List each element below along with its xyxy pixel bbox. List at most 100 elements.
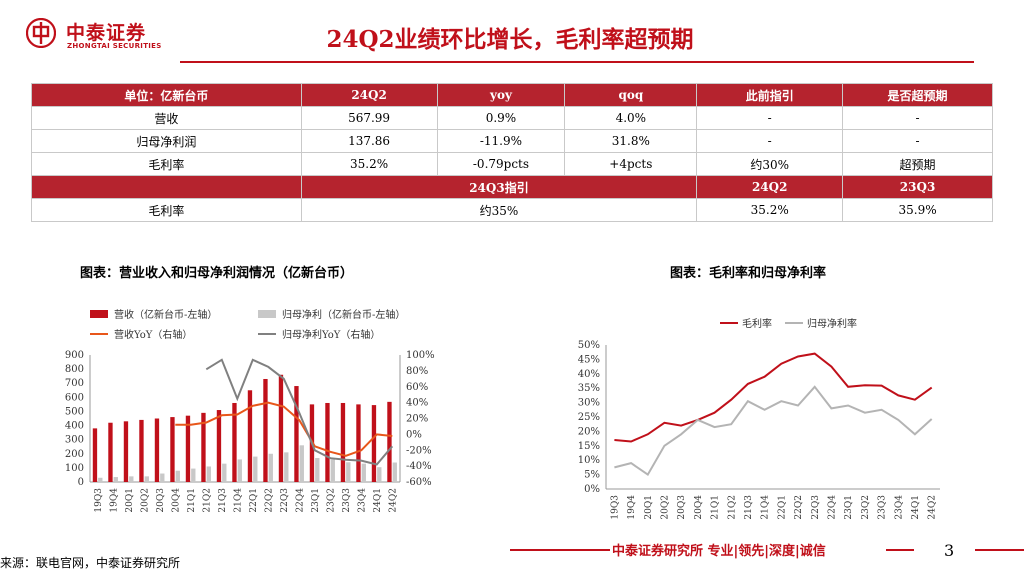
x-tick-label: 22Q4 [827, 495, 837, 520]
logo-icon [26, 18, 56, 48]
header-cell: 单位：亿新台币 [31, 83, 302, 107]
revenue-bar [139, 419, 144, 482]
table-header-row: 单位：亿新台币 24Q2 yoy qoq 此前指引 是否超预期 [31, 83, 993, 107]
header-cell: 是否超预期 [842, 83, 993, 107]
table-row: 毛利率 35.2% -0.79pcts +4pcts 约30% 超预期 [31, 152, 993, 176]
net-profit-bar [222, 463, 227, 482]
y2-tick-label: 80% [406, 366, 428, 377]
x-tick-label: 22Q3 [280, 488, 290, 513]
net-profit-bar [392, 462, 397, 482]
legend-label: 营收YoY（右轴） [114, 328, 192, 341]
x-tick-label: 20Q2 [140, 488, 150, 513]
table-row: 毛利率 约35% 35.2% 35.9% [31, 198, 993, 222]
revenue-bar [278, 374, 284, 482]
table-cell: - [842, 106, 993, 130]
table-cell: 毛利率 [31, 152, 302, 176]
x-tick-label: 21Q2 [727, 495, 737, 520]
header-cell: 23Q3 [842, 175, 993, 199]
net-profit-bar [330, 459, 335, 482]
net-profit-bar [144, 476, 149, 482]
revenue-bar [92, 428, 98, 482]
x-tick-label: 19Q3 [94, 488, 104, 513]
x-tick-label: 23Q2 [326, 488, 336, 513]
legend-label: 毛利率 [742, 317, 772, 330]
x-tick-label: 23Q2 [861, 495, 871, 520]
x-tick-label: 22Q1 [777, 495, 787, 520]
x-tick-label: 19Q3 [610, 495, 620, 520]
y-tick-label: 20% [578, 426, 600, 437]
table-cell: 35.2% [300, 152, 438, 176]
net-profit-bar [361, 463, 366, 482]
x-tick-label: 20Q4 [171, 488, 181, 513]
revenue-bar [247, 390, 253, 482]
header-cell: yoy [436, 83, 566, 107]
y2-tick-label: -40% [406, 461, 432, 472]
x-tick-label: 24Q1 [373, 488, 383, 513]
y2-tick-label: 0% [406, 429, 422, 440]
table-row: 归母净利润 137.86 -11.9% 31.8% - - [31, 129, 993, 153]
net-profit-bar [206, 466, 211, 482]
legend-label: 营收（亿新台币-左轴） [114, 308, 217, 321]
y2-tick-label: -60% [406, 477, 432, 488]
y2-tick-label: 100% [406, 350, 435, 361]
table-cell: 约30% [696, 152, 844, 176]
revenue-bar [170, 417, 175, 482]
right-chart-label: 图表：毛利率和归母净利率 [670, 266, 827, 281]
table-header-row-2: 24Q3指引 24Q2 23Q3 [31, 175, 993, 199]
table-cell: 137.86 [300, 129, 438, 153]
table-cell: - [696, 129, 844, 153]
x-tick-label: 21Q1 [187, 488, 197, 513]
revenue-bar [387, 401, 392, 482]
y-tick-label: 700 [65, 378, 84, 389]
table-cell: 4.0% [564, 106, 698, 130]
footer-divider [886, 549, 914, 551]
x-tick-label: 21Q3 [744, 495, 754, 520]
footer-divider [975, 549, 1024, 551]
table-cell: 约35% [300, 198, 698, 222]
revenue-profit-chart: 营收（亿新台币-左轴） 归母净利（亿新台币-左轴） 营收YoY（右轴） 归母净利YoY… [65, 308, 435, 513]
revenue-bar [325, 402, 330, 482]
kpi-table: 单位：亿新台币 24Q2 yoy qoq 此前指引 是否超预期 营收 567.9… [31, 83, 993, 222]
net-profit-bar [98, 477, 103, 482]
y-tick-label: 25% [578, 412, 600, 423]
table-cell: 567.99 [300, 106, 438, 130]
net-profit-bar [113, 477, 118, 482]
net-margin-line [614, 385, 933, 477]
y-tick-label: 0% [584, 484, 600, 495]
table-cell: - [696, 106, 844, 130]
x-tick-label: 23Q4 [894, 495, 904, 520]
revenue-bar [201, 412, 206, 482]
x-tick-label: 20Q3 [156, 488, 166, 513]
page-title: 24Q2业绩环比增长，毛利率超预期 [326, 26, 694, 53]
footer-slogan: 中泰证券研究所 专业|领先|深度|诚信 [612, 544, 826, 559]
x-tick-label: 23Q1 [311, 488, 321, 513]
x-tick-label: 20Q1 [644, 495, 654, 520]
header-cell-empty [31, 175, 302, 199]
legend-swatch [90, 310, 108, 318]
y-tick-label: 900 [65, 350, 84, 361]
x-tick-label: 22Q2 [794, 495, 804, 520]
gross-margin-line [614, 352, 933, 443]
table-cell: -11.9% [436, 129, 566, 153]
x-tick-label: 21Q1 [711, 495, 721, 520]
x-tick-label: 20Q3 [677, 495, 687, 520]
x-tick-label: 23Q3 [878, 495, 888, 520]
revenue-bar [294, 386, 299, 482]
table-cell: 0.9% [436, 106, 566, 130]
table-cell: 31.8% [564, 129, 698, 153]
table-cell: 35.9% [842, 198, 993, 222]
net-profit-bar [175, 470, 180, 482]
net-profit-yoy-line [205, 358, 394, 466]
x-tick-label: 19Q4 [109, 488, 119, 513]
legend-swatch [258, 310, 276, 318]
table-cell: 归母净利润 [31, 129, 302, 153]
left-chart-label: 图表：营业收入和归母净利润情况（亿新台币） [80, 266, 354, 281]
revenue-bar [371, 405, 377, 482]
net-profit-bar [129, 476, 134, 482]
x-tick-label: 22Q3 [811, 495, 821, 520]
y-tick-label: 10% [578, 455, 600, 466]
table-cell: - [842, 129, 993, 153]
x-tick-label: 23Q1 [844, 495, 854, 520]
y-tick-label: 800 [65, 364, 84, 375]
x-tick-label: 23Q4 [357, 488, 367, 513]
